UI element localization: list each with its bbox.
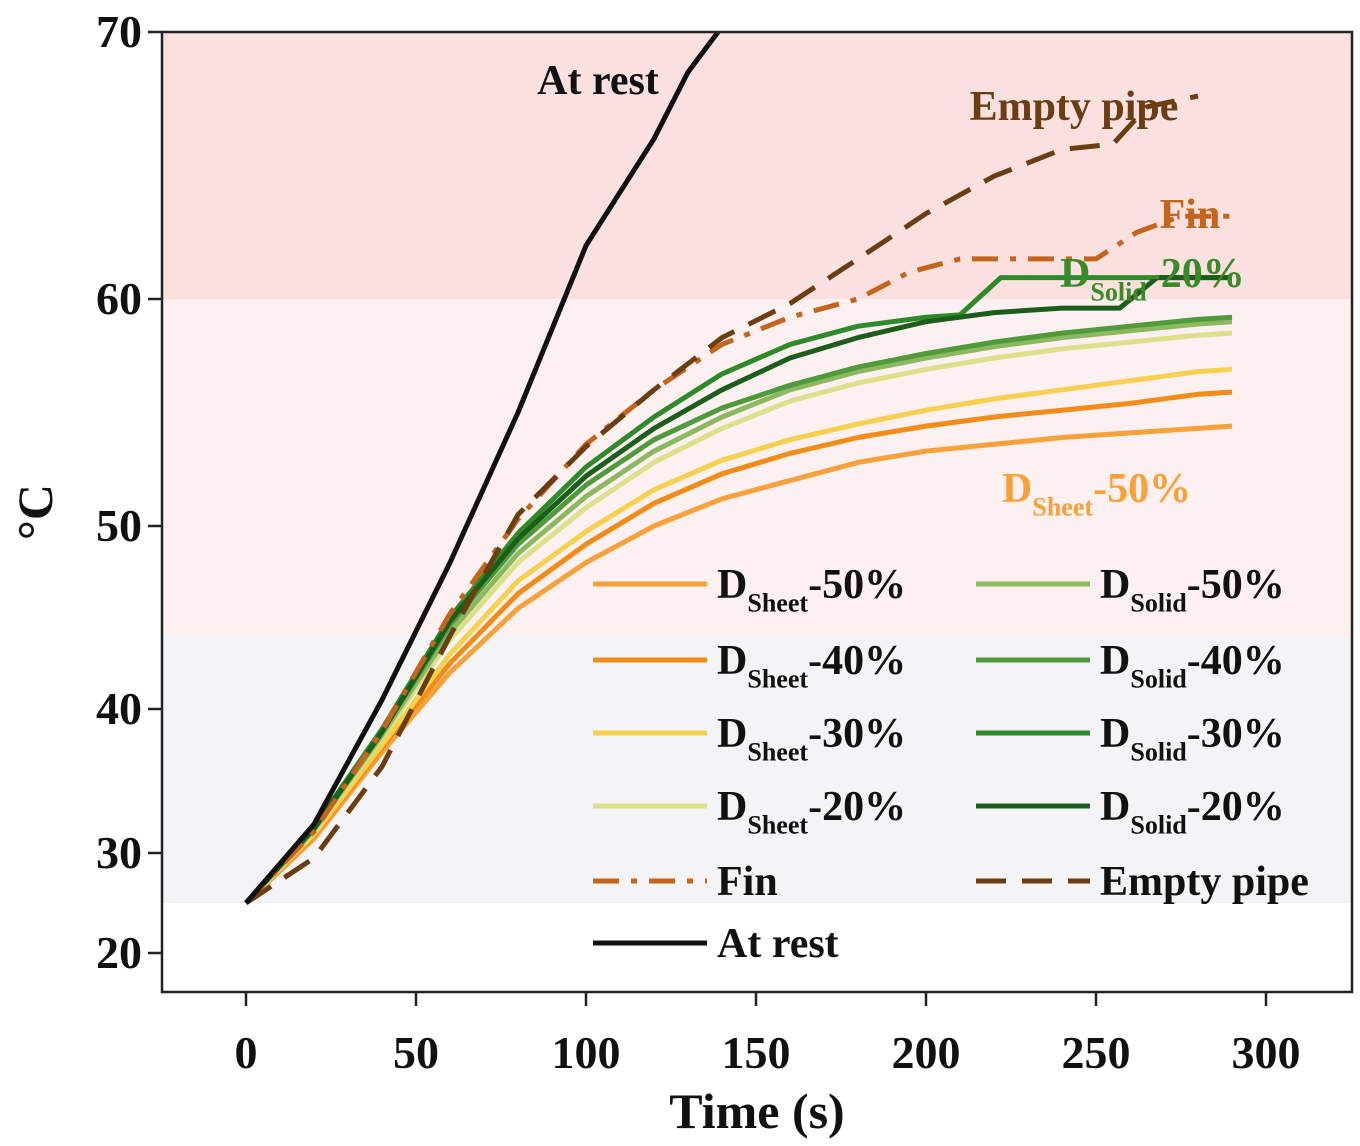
label-base: D bbox=[1060, 251, 1090, 297]
label-subscript: Solid bbox=[1130, 737, 1187, 766]
label-base: Fin bbox=[717, 859, 778, 905]
series-line bbox=[244, 319, 1233, 905]
label-subscript: Sheet bbox=[747, 737, 808, 766]
annotation-label: At rest bbox=[537, 58, 659, 104]
label-suffix: -50% bbox=[1187, 562, 1285, 608]
legend bbox=[593, 581, 1090, 946]
series-line bbox=[244, 32, 722, 905]
label-subscript: Sheet bbox=[747, 810, 808, 839]
label-base: D bbox=[1100, 711, 1130, 757]
legend-label: DSolid-30% bbox=[1100, 711, 1285, 766]
series-line bbox=[244, 389, 1233, 905]
label-base: D bbox=[1100, 784, 1130, 830]
label-suffix: -40% bbox=[808, 638, 906, 684]
y-tick-label: 30 bbox=[96, 827, 142, 878]
legend-label: DSolid-40% bbox=[1100, 638, 1285, 693]
legend-label: At rest bbox=[717, 921, 839, 967]
label-subscript: Solid bbox=[1090, 277, 1147, 306]
x-tick-label: 0 bbox=[235, 1027, 258, 1078]
annotation-label: DSheet-50% bbox=[1002, 466, 1191, 521]
series-line bbox=[244, 275, 1232, 905]
label-base: D bbox=[717, 562, 747, 608]
label-suffix: -20% bbox=[1187, 784, 1285, 830]
label-subscript: Sheet bbox=[747, 588, 808, 617]
annotation-label: Fin bbox=[1160, 192, 1221, 238]
y-tick-label: 20 bbox=[96, 927, 142, 978]
series-lines bbox=[244, 32, 1233, 906]
label-base: D bbox=[717, 711, 747, 757]
label-subscript: Solid bbox=[1130, 810, 1187, 839]
label-base: D bbox=[1100, 638, 1130, 684]
y-axis-label: °C bbox=[7, 484, 63, 540]
label-base: D bbox=[1002, 466, 1032, 512]
x-tick-label: 300 bbox=[1232, 1027, 1301, 1078]
legend-label: DSheet-40% bbox=[717, 638, 906, 693]
background-bands bbox=[162, 32, 1352, 903]
x-tick-label: 200 bbox=[892, 1027, 961, 1078]
y-tick-label: 70 bbox=[96, 6, 142, 57]
label-subscript: Solid bbox=[1130, 664, 1187, 693]
legend-label: Fin bbox=[717, 859, 778, 905]
y-tick-label: 60 bbox=[96, 273, 142, 324]
x-tick-label: 100 bbox=[552, 1027, 621, 1078]
series-line bbox=[244, 423, 1233, 905]
legend-label: DSolid-50% bbox=[1100, 562, 1285, 617]
x-tick-label: 250 bbox=[1062, 1027, 1131, 1078]
label-subscript: Sheet bbox=[1032, 492, 1093, 521]
legend-label: DSheet-20% bbox=[717, 784, 906, 839]
y-tick-label: 40 bbox=[96, 683, 142, 734]
label-base: D bbox=[717, 784, 747, 830]
y-tick-label: 50 bbox=[96, 500, 142, 551]
label-suffix: -50% bbox=[808, 562, 906, 608]
series-line bbox=[244, 366, 1233, 905]
label-suffix: -40% bbox=[1187, 638, 1285, 684]
annotation-label: Empty pipe bbox=[970, 84, 1179, 130]
label-suffix: -20% bbox=[1147, 251, 1245, 297]
label-suffix: -30% bbox=[1187, 711, 1285, 757]
legend-label: DSolid-20% bbox=[1100, 784, 1285, 839]
label-suffix: -50% bbox=[1093, 466, 1191, 512]
legend-label: Empty pipe bbox=[1100, 859, 1309, 905]
x-tick-label: 150 bbox=[722, 1027, 791, 1078]
legend-label: DSheet-30% bbox=[717, 711, 906, 766]
annotation-label: DSolid-20% bbox=[1060, 251, 1245, 306]
label-base: At rest bbox=[717, 921, 839, 967]
x-axis-label: Time (s) bbox=[669, 1083, 844, 1139]
label-subscript: Solid bbox=[1130, 588, 1187, 617]
background-band bbox=[162, 32, 1352, 299]
label-suffix: -30% bbox=[808, 711, 906, 757]
legend-label: DSheet-50% bbox=[717, 562, 906, 617]
label-suffix: -20% bbox=[808, 784, 906, 830]
series-line bbox=[244, 330, 1233, 905]
label-base: D bbox=[717, 638, 747, 684]
series-line bbox=[244, 93, 1199, 906]
background-band bbox=[162, 299, 1352, 636]
x-tick-label: 50 bbox=[393, 1027, 439, 1078]
label-base: D bbox=[1100, 562, 1130, 608]
label-subscript: Sheet bbox=[747, 664, 808, 693]
label-base: Empty pipe bbox=[1100, 859, 1309, 905]
